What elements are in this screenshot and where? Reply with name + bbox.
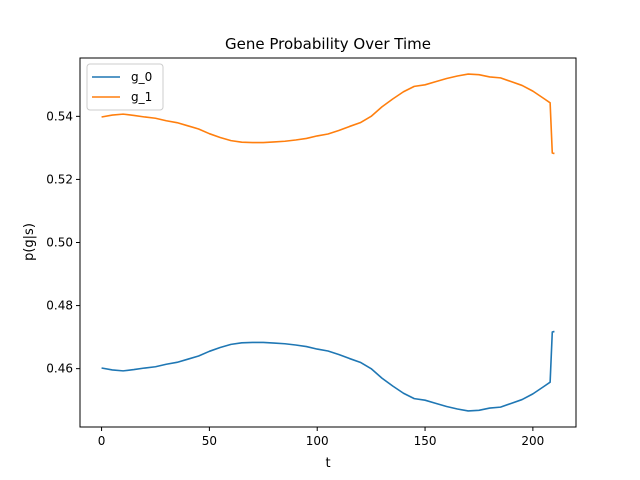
y-tick-label: 0.48 — [46, 299, 73, 313]
x-tick-label: 0 — [98, 434, 106, 448]
legend-label-g-0: g_0 — [131, 70, 152, 84]
x-tick-label: 100 — [306, 434, 329, 448]
legend-box — [86, 63, 164, 111]
legend: g_0g_1 — [86, 63, 164, 111]
chart-title: Gene Probability Over Time — [225, 35, 431, 53]
x-axis-label: t — [325, 456, 330, 471]
y-tick-label: 0.46 — [46, 362, 73, 376]
y-tick-label: 0.50 — [46, 236, 73, 250]
legend-label-g-1: g_1 — [131, 90, 152, 104]
x-tick-label: 150 — [414, 434, 437, 448]
y-axis-ticks: 0.46 0.48 0.50 0.52 0.54 — [46, 109, 80, 376]
y-axis-label: p(g|s) — [22, 223, 37, 261]
series-layer — [101, 73, 555, 412]
x-tick-label: 50 — [202, 434, 217, 448]
series-line-g-0 — [101, 330, 555, 412]
series-line-g-1 — [101, 73, 555, 155]
y-tick-label: 0.52 — [46, 172, 73, 186]
x-axis-ticks: 0 50 100 150 200 — [98, 427, 544, 448]
y-tick-label: 0.54 — [46, 109, 73, 123]
x-tick-label: 200 — [521, 434, 544, 448]
plot-frame — [79, 57, 577, 428]
